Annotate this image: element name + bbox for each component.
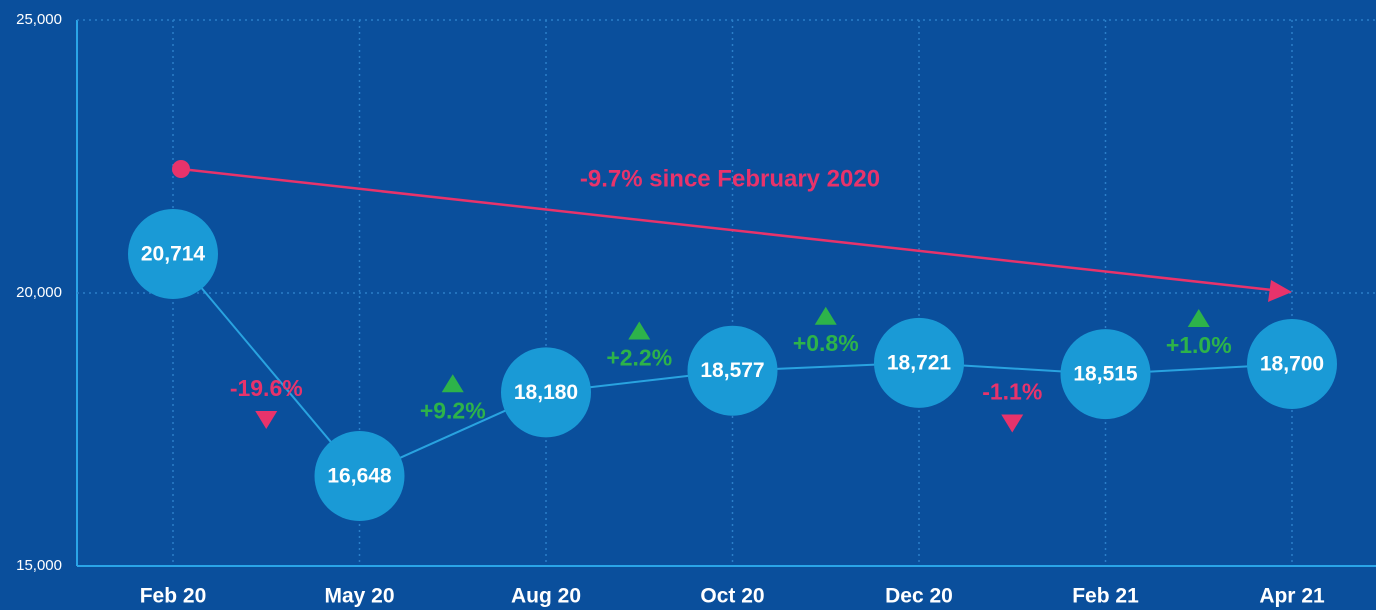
change-label: +1.0%: [1166, 332, 1232, 358]
x-tick-label: Dec 20: [885, 585, 953, 608]
change-label: -19.6%: [230, 375, 303, 401]
trend-arrowhead: [1268, 280, 1292, 302]
marker: [687, 325, 778, 416]
value-label: 18,700: [1260, 353, 1324, 376]
headline: -9.7% since February 2020: [580, 165, 880, 192]
change-label: +0.8%: [793, 330, 859, 356]
change-label: -1.1%: [982, 379, 1042, 405]
x-tick-label: Oct 20: [700, 585, 764, 608]
marker: [128, 209, 218, 300]
y-tick-label: 20,000: [16, 284, 62, 301]
value-label: 16,648: [327, 465, 392, 488]
x-tick-label: Feb 21: [1072, 585, 1139, 608]
marker: [314, 431, 405, 522]
value-label: 18,515: [1073, 363, 1138, 386]
marker: [1060, 329, 1151, 420]
x-tick-label: Feb 20: [140, 585, 207, 608]
change-triangle: [628, 321, 651, 340]
x-tick-label: Apr 21: [1259, 585, 1325, 608]
change-triangle: [441, 374, 464, 393]
change-triangle: [1001, 414, 1024, 433]
value-label: 18,721: [887, 351, 952, 374]
change-label: +9.2%: [420, 397, 486, 423]
marker: [874, 317, 964, 408]
x-tick-label: Aug 20: [511, 585, 581, 608]
x-tick-label: May 20: [324, 585, 394, 608]
trend-arrow: [180, 167, 1273, 292]
marker: [1247, 318, 1337, 409]
change-triangle: [1187, 309, 1210, 328]
change-triangle: [255, 411, 278, 430]
marker: [501, 347, 591, 438]
trend-start: [172, 160, 190, 178]
value-label: 18,180: [514, 381, 578, 404]
change-triangle: [814, 306, 837, 325]
change-label: +2.2%: [606, 345, 672, 371]
y-tick-label: 25,000: [16, 11, 62, 28]
grid: 15,000 20,000 25,000: [16, 11, 1376, 574]
y-tick-label: 15,000: [16, 557, 62, 574]
value-label: 20,714: [141, 243, 206, 266]
value-label: 18,577: [700, 359, 764, 382]
